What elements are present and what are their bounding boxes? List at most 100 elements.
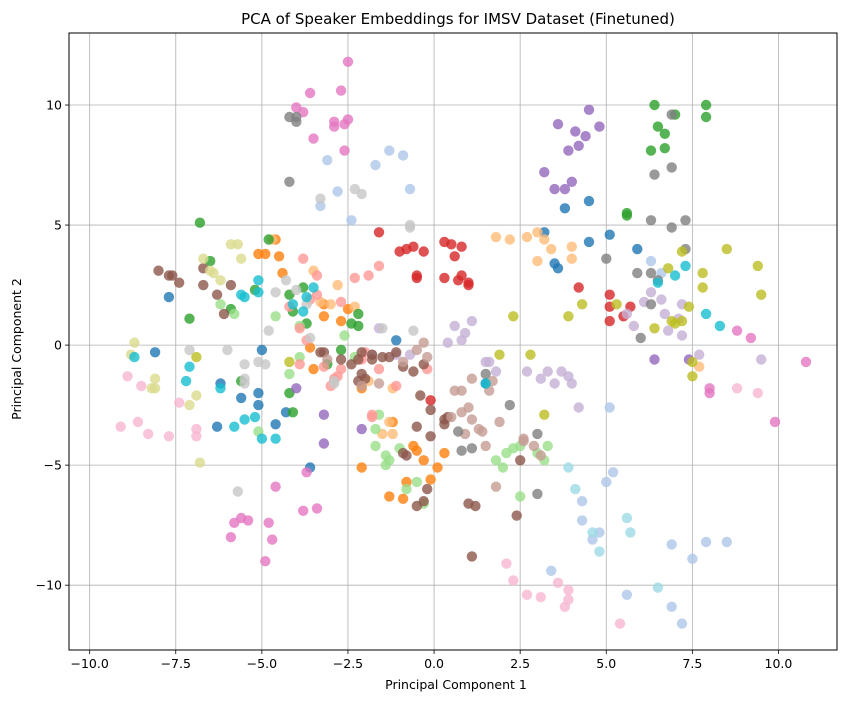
- data-point: [349, 272, 360, 284]
- data-point: [583, 236, 595, 248]
- data-point: [604, 402, 615, 413]
- data-point: [490, 366, 502, 377]
- x-tick-label: 2.5: [510, 656, 530, 671]
- data-point: [225, 279, 237, 291]
- data-point: [604, 315, 615, 327]
- data-point: [198, 279, 209, 291]
- data-point: [570, 126, 581, 137]
- data-point: [391, 335, 402, 346]
- data-point: [301, 291, 312, 303]
- data-point: [731, 383, 743, 394]
- data-point: [535, 373, 546, 384]
- data-point: [425, 395, 436, 406]
- data-point: [174, 397, 185, 408]
- data-point: [752, 387, 763, 399]
- data-point: [366, 411, 378, 423]
- y-axis-label: Principal Component 2: [9, 278, 24, 420]
- data-point: [411, 344, 422, 356]
- data-point: [225, 532, 237, 543]
- data-point: [645, 299, 657, 310]
- data-point: [680, 260, 691, 272]
- data-point: [401, 483, 412, 495]
- data-point: [294, 351, 305, 363]
- data-point: [253, 275, 264, 286]
- data-point: [652, 277, 664, 288]
- data-point: [311, 270, 323, 281]
- data-point: [570, 483, 581, 495]
- data-point: [669, 270, 681, 281]
- speaker-series: [225, 56, 812, 567]
- data-point: [704, 387, 715, 399]
- data-point: [422, 483, 433, 495]
- data-point: [335, 85, 347, 96]
- data-point: [318, 438, 330, 449]
- data-point: [294, 359, 305, 370]
- data-point: [687, 371, 698, 382]
- data-point: [284, 356, 295, 368]
- data-point: [649, 99, 660, 111]
- data-point: [601, 253, 612, 264]
- data-point: [573, 402, 584, 413]
- data-point: [676, 330, 688, 341]
- data-point: [384, 145, 395, 156]
- data-point: [211, 421, 223, 432]
- data-point: [256, 433, 268, 444]
- data-point: [373, 378, 385, 389]
- data-point: [456, 385, 467, 396]
- data-point: [652, 121, 664, 132]
- data-point: [566, 241, 577, 252]
- data-point: [184, 361, 195, 372]
- data-point: [401, 476, 412, 488]
- data-point: [535, 450, 546, 461]
- data-point: [446, 411, 457, 423]
- data-point: [236, 253, 247, 264]
- data-point: [315, 200, 326, 212]
- data-point: [515, 491, 526, 502]
- data-point: [601, 476, 612, 488]
- x-tick-label: −5.0: [247, 656, 277, 671]
- data-point: [191, 431, 202, 442]
- data-point: [559, 183, 571, 195]
- data-point: [439, 272, 450, 284]
- data-point: [466, 315, 478, 327]
- data-point: [191, 351, 202, 363]
- data-point: [298, 253, 309, 264]
- data-point: [143, 428, 154, 440]
- data-point: [504, 399, 515, 411]
- data-point: [304, 332, 316, 344]
- data-point: [521, 231, 533, 243]
- data-point: [318, 409, 330, 420]
- data-point: [366, 354, 378, 365]
- x-axis-label: Principal Component 1: [385, 677, 527, 692]
- data-point: [301, 467, 312, 478]
- data-point: [611, 299, 622, 310]
- data-point: [215, 383, 226, 394]
- data-point: [335, 296, 347, 308]
- data-point: [645, 145, 657, 156]
- data-point: [346, 215, 357, 226]
- data-point: [676, 246, 688, 257]
- data-point: [449, 251, 460, 262]
- data-point: [625, 527, 636, 538]
- data-point: [411, 476, 422, 488]
- data-point: [380, 450, 391, 461]
- data-point: [298, 306, 309, 317]
- data-point: [411, 421, 422, 432]
- data-point: [335, 315, 347, 327]
- data-point: [490, 455, 502, 466]
- data-point: [215, 275, 226, 286]
- data-point: [439, 447, 450, 459]
- data-point: [287, 299, 299, 310]
- data-point: [676, 618, 688, 629]
- data-point: [339, 330, 350, 341]
- data-point: [645, 255, 657, 267]
- data-point: [504, 234, 515, 245]
- data-point: [270, 287, 281, 298]
- x-tick-label: −7.5: [161, 656, 191, 671]
- data-point: [325, 299, 336, 310]
- data-point: [239, 291, 250, 303]
- data-point: [656, 294, 667, 305]
- data-point: [129, 351, 140, 363]
- data-point: [511, 510, 522, 521]
- data-point: [335, 354, 347, 365]
